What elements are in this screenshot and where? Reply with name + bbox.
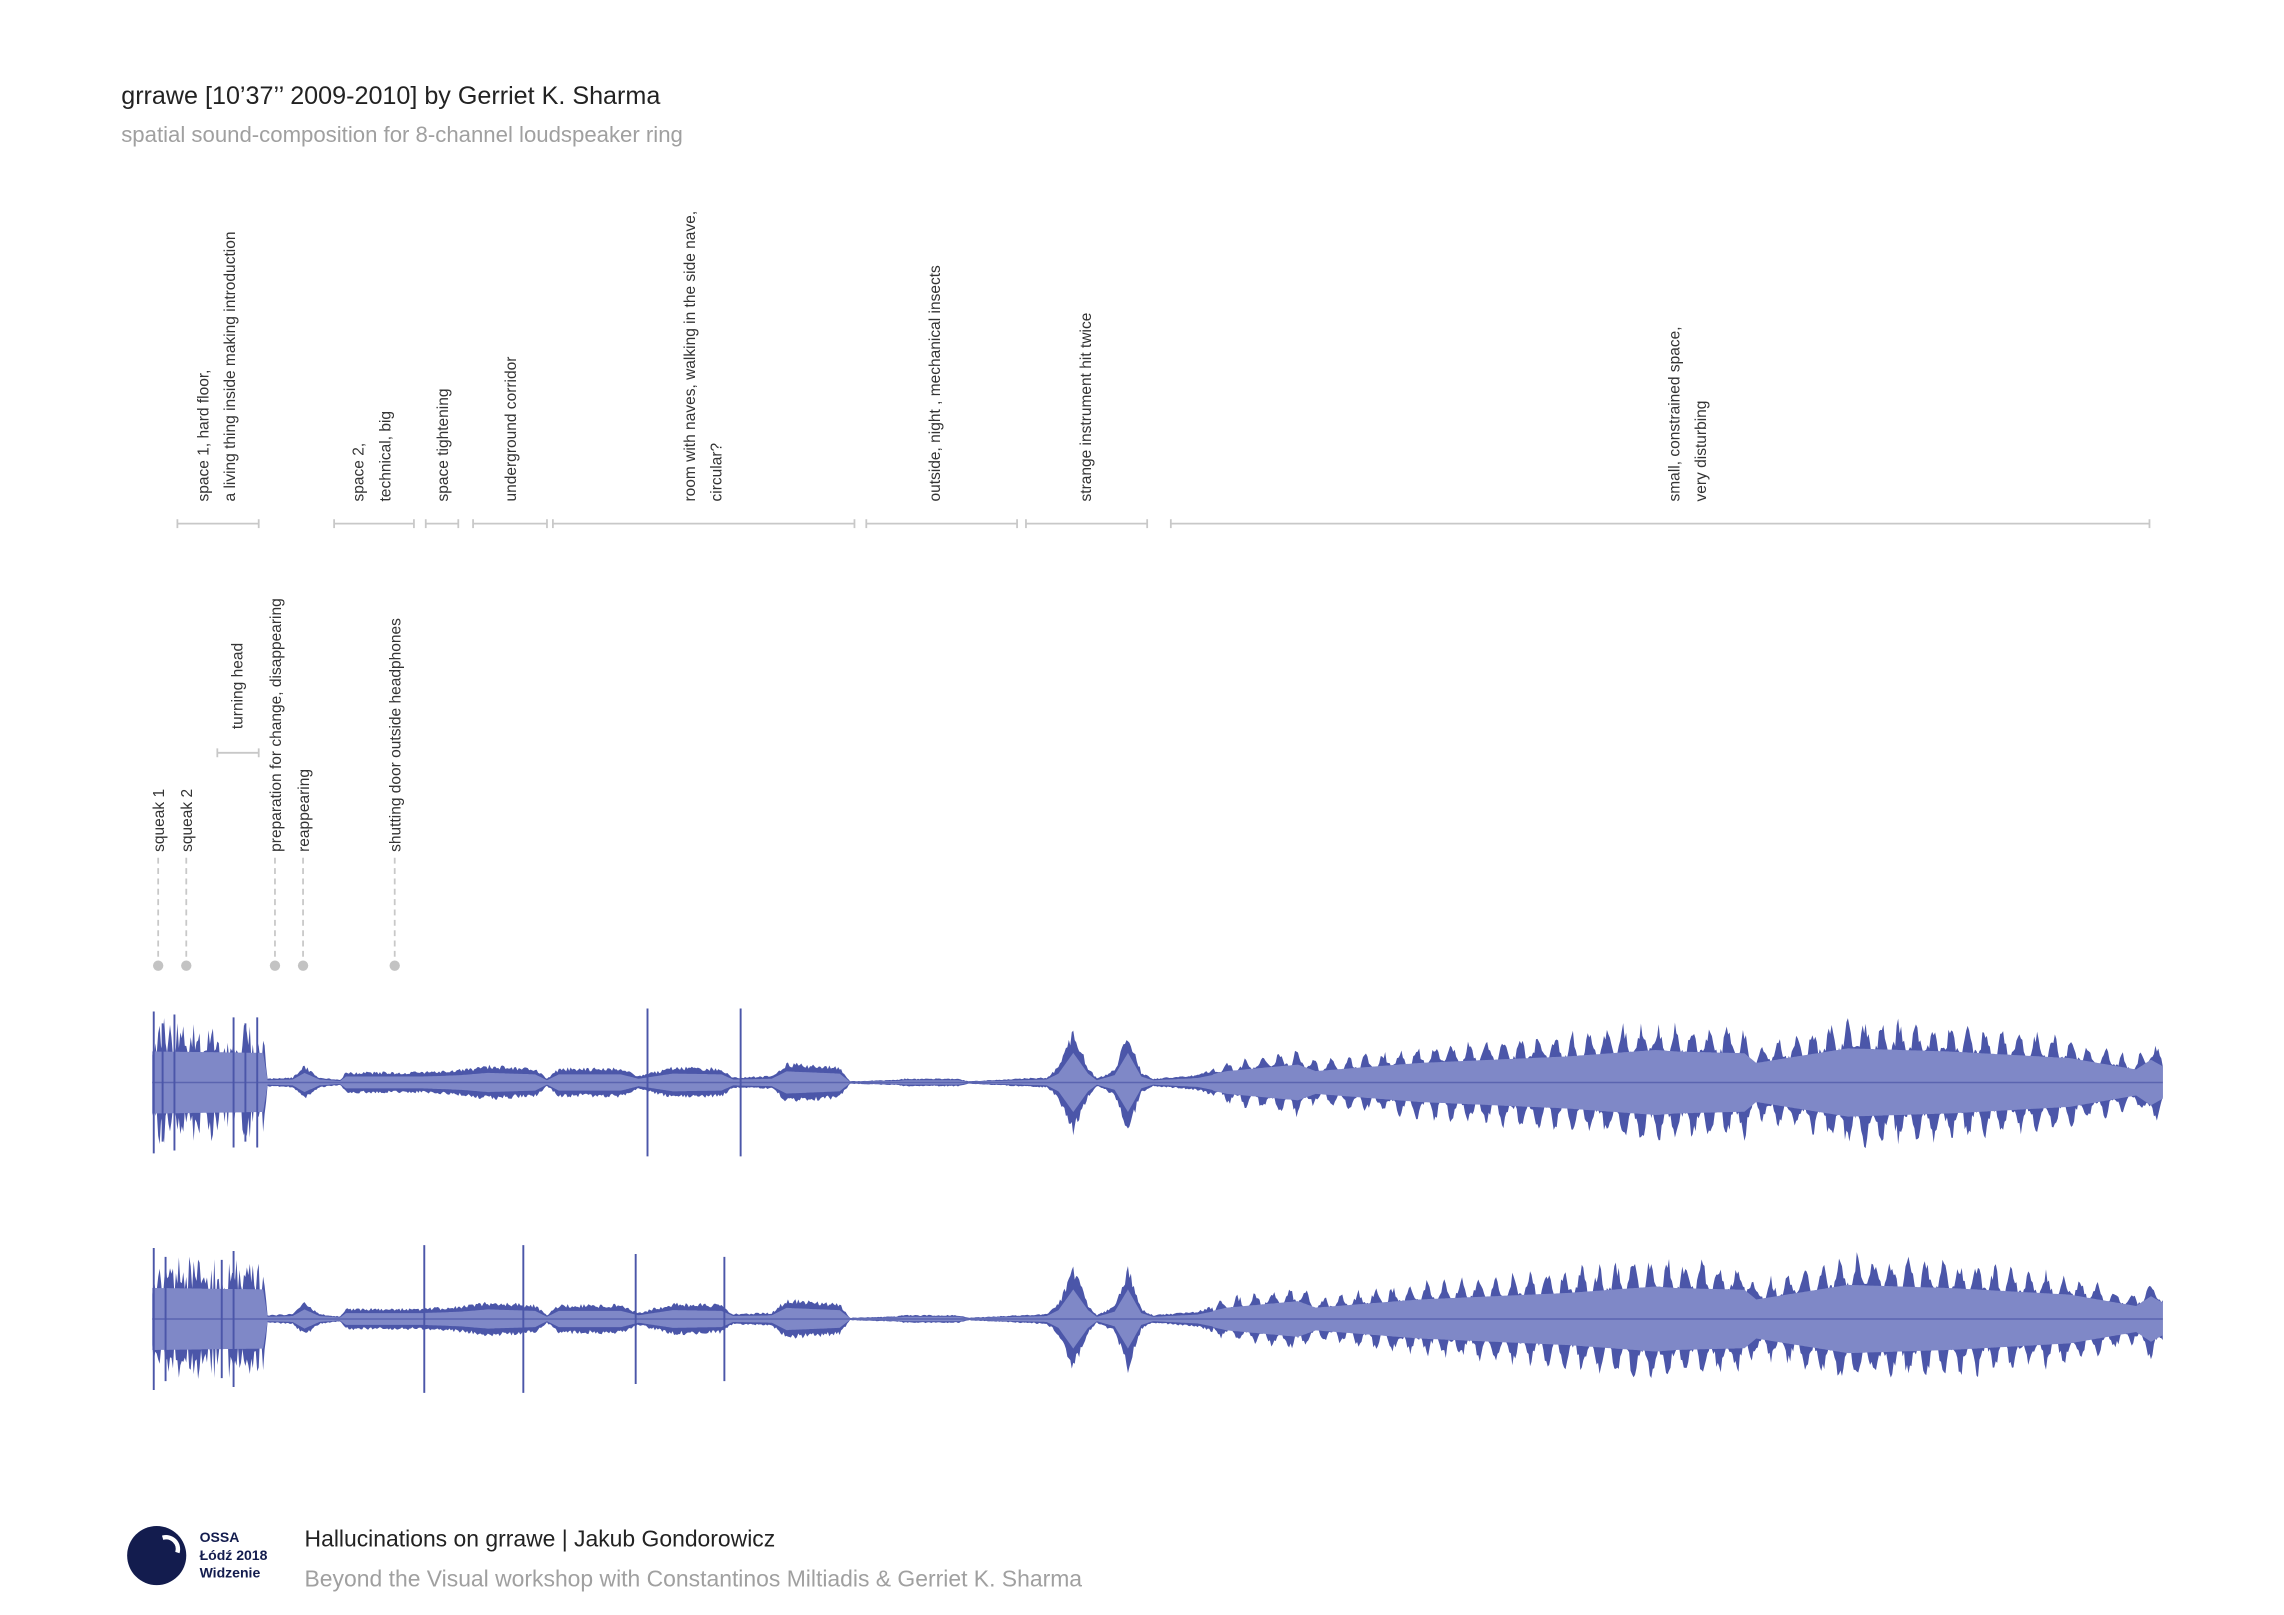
title: grrawe [10’37’’ 2009-2010] by Gerriet K.…: [121, 82, 660, 110]
segment-label: strange instrument hit twice: [1078, 313, 1095, 502]
segment-label: space 1, hard floor,: [195, 370, 212, 502]
event-dot: [389, 960, 400, 971]
span-event-label: turning head: [229, 643, 246, 729]
event-dot: [269, 960, 281, 971]
segment-label: technical, big: [377, 411, 394, 502]
event-label: shutting door outside headphones: [388, 618, 405, 852]
waveform: [152, 1245, 2163, 1393]
event-dot: [181, 960, 192, 971]
segment-label: space 2,: [351, 443, 368, 502]
subtitle: spatial sound-composition for 8-channel …: [121, 122, 683, 147]
event-dot: [297, 960, 309, 971]
event-dot: [153, 960, 164, 971]
segment-label: small, constrained space,: [1666, 326, 1683, 501]
segment-label: circular?: [708, 442, 725, 501]
logo-text: Łódź 2018: [200, 1547, 268, 1563]
segment-label: room with naves, walking in the side nav…: [682, 211, 699, 502]
footer-subtitle: Beyond the Visual workshop with Constant…: [305, 1566, 1083, 1592]
segment-label: a living thing inside making introductio…: [222, 232, 239, 502]
logo: OSSA Łódź 2018 Widzenie: [127, 1525, 268, 1586]
waveform: [152, 1008, 2163, 1157]
segment-label: space tightening: [435, 388, 452, 501]
event-label: preparation for change, disappearing: [268, 598, 285, 852]
footer-title: Hallucinations on grrawe | Jakub Gondoro…: [305, 1526, 776, 1552]
logo-arc: [161, 1535, 181, 1554]
segment-label: underground corridor: [503, 357, 520, 502]
logo-circle: [127, 1525, 187, 1586]
segment-label: very disturbing: [1693, 401, 1710, 502]
logo-text: OSSA: [200, 1529, 240, 1545]
event-label: squeak 2: [179, 789, 196, 852]
logo-text: Widzenie: [200, 1565, 261, 1581]
event-label: squeak 1: [151, 789, 168, 852]
event-label: reappearing: [296, 769, 313, 852]
segment-label: outside, night , mechanical insects: [927, 265, 944, 502]
